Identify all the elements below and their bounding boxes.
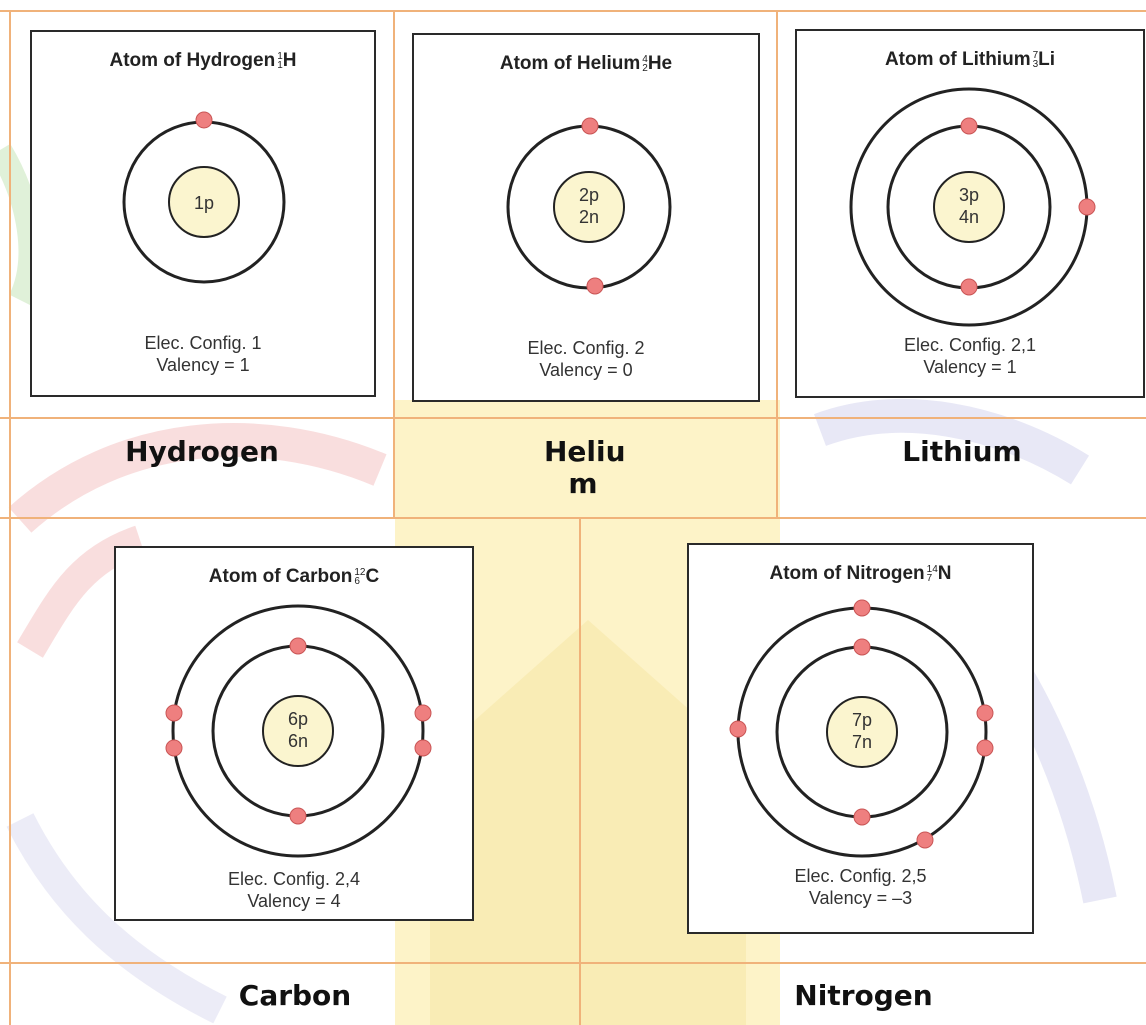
nucleus-label: 6n xyxy=(288,731,308,751)
atom-diagram: 3p 4n xyxy=(849,87,1096,327)
nucleus xyxy=(826,696,898,768)
atom-diagram: 7p 7n xyxy=(729,599,994,858)
electron-config: Elec. Config. 2,4 xyxy=(227,869,361,889)
atom-title: Atom of Nitrogen 14 7 N xyxy=(689,563,1032,585)
electron xyxy=(960,117,978,135)
valency: Valency = 1 xyxy=(156,355,250,375)
element-name-carbon: Carbon xyxy=(238,979,352,1012)
electron xyxy=(165,704,183,722)
grid-line xyxy=(0,962,1146,964)
nucleus-label: 7n xyxy=(852,732,872,752)
atom-title-text: Atom of Nitrogen xyxy=(769,563,925,584)
nucleus-label: 1p xyxy=(194,193,214,213)
valency: Valency = 4 xyxy=(247,891,341,911)
grid-line xyxy=(0,517,1146,519)
atom-title-text: Atom of Lithium xyxy=(884,49,1031,70)
electron-config: Elec. Config. 2,1 xyxy=(903,335,1037,355)
atom-title: Atom of Carbon 12 6 C xyxy=(116,566,472,588)
atom-diagram: 2p 2n xyxy=(506,117,672,295)
atom-title: Atom of Helium 4 2 He xyxy=(414,53,758,75)
nitrogen-atom-card: Atom of Nitrogen 14 7 N 7p 7n Elec. Config.… xyxy=(687,543,1034,934)
electron xyxy=(853,808,871,826)
isotope-notation: 12 6 xyxy=(354,566,366,587)
grid-line xyxy=(776,10,778,518)
electron xyxy=(916,831,934,849)
element-symbol: He xyxy=(647,53,673,74)
nucleus xyxy=(168,166,240,238)
electron-shell-outer xyxy=(171,604,425,858)
grid-line xyxy=(9,10,11,1025)
electron xyxy=(729,720,747,738)
lithium-atom-card: Atom of Lithium 7 3 Li 3p 4n Elec. Config. … xyxy=(795,29,1145,398)
valency: Valency = 0 xyxy=(539,360,633,380)
valency: Valency = –3 xyxy=(808,888,913,908)
atom-title-text: Atom of Hydrogen xyxy=(109,50,276,71)
electron xyxy=(414,704,432,722)
electron xyxy=(1078,198,1096,216)
electron xyxy=(581,117,599,135)
element-symbol: H xyxy=(282,50,297,71)
electron xyxy=(586,277,604,295)
atom-diagram: 6p 6n xyxy=(165,604,432,858)
element-name-lithium: Lithium xyxy=(902,435,1022,468)
helium-atom-card: Atom of Helium 4 2 He 2p 2n Elec. Config. 2… xyxy=(412,33,760,402)
nucleus-label: 4n xyxy=(959,207,979,227)
atom-title-text: Atom of Carbon xyxy=(208,566,353,587)
atom-title: Atom of Hydrogen 1 1 H xyxy=(32,50,374,72)
atom-diagram: 1p xyxy=(122,111,286,284)
element-symbol: C xyxy=(365,566,380,587)
electron xyxy=(960,278,978,296)
hydrogen-atom-card: Atom of Hydrogen 1 1 H 1p Elec. Config. 1 V… xyxy=(30,30,376,397)
atom-title: Atom of Lithium 7 3 Li xyxy=(797,49,1143,71)
element-name-nitrogen: Nitrogen xyxy=(794,979,933,1012)
element-symbol: N xyxy=(937,563,952,584)
electron-config: Elec. Config. 2 xyxy=(527,338,645,358)
nucleus xyxy=(553,171,625,243)
element-name-hydrogen: Hydrogen xyxy=(125,435,279,468)
electron xyxy=(414,739,432,757)
grid-line xyxy=(0,417,1146,419)
element-symbol: Li xyxy=(1038,49,1056,70)
electron xyxy=(853,599,871,617)
electron-config: Elec. Config. 2,5 xyxy=(794,866,927,886)
electron-config: Elec. Config. 1 xyxy=(144,333,262,353)
atom-title-text: Atom of Helium xyxy=(499,53,641,74)
electron xyxy=(165,739,183,757)
element-name-helium: Heliu m xyxy=(544,435,626,500)
grid-line xyxy=(393,10,395,518)
electron xyxy=(289,807,307,825)
nucleus-label: 7p xyxy=(852,710,872,730)
carbon-atom-card: Atom of Carbon 12 6 C 6p 6n Elec. Config. 2… xyxy=(114,546,474,921)
grid-line xyxy=(579,518,581,1025)
nucleus-label: 2p xyxy=(579,185,599,205)
electron xyxy=(976,739,994,757)
electron xyxy=(976,704,994,722)
electron xyxy=(289,637,307,655)
nucleus-label: 2n xyxy=(579,207,599,227)
grid-line xyxy=(0,10,1146,12)
electron xyxy=(195,111,213,129)
nucleus-label: 6p xyxy=(288,709,308,729)
nucleus-label: 3p xyxy=(959,185,979,205)
nucleus xyxy=(933,171,1005,243)
isotope-notation: 14 7 xyxy=(926,563,938,584)
electron xyxy=(853,638,871,656)
nucleus xyxy=(262,695,334,767)
valency: Valency = 1 xyxy=(923,357,1017,377)
